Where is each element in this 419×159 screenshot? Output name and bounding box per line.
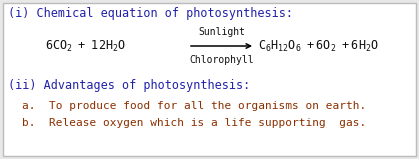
Text: Sunlight: Sunlight <box>198 27 245 37</box>
Text: (ii) Advantages of photosynthesis:: (ii) Advantages of photosynthesis: <box>8 79 250 92</box>
Text: $\mathtt{6CO_2\ +\ 12H_2O}$: $\mathtt{6CO_2\ +\ 12H_2O}$ <box>45 38 126 54</box>
FancyBboxPatch shape <box>3 3 416 156</box>
Text: b.  Release oxygen which is a life supporting  gas.: b. Release oxygen which is a life suppor… <box>22 118 366 128</box>
Text: a.  To produce food for all the organisms on earth.: a. To produce food for all the organisms… <box>22 101 366 111</box>
Text: (i) Chemical equation of photosynthesis:: (i) Chemical equation of photosynthesis: <box>8 7 293 20</box>
Text: $\mathtt{C_6H_{12}O_6\ +6O_2\ +6H_2O}$: $\mathtt{C_6H_{12}O_6\ +6O_2\ +6H_2O}$ <box>258 38 379 54</box>
Text: Chlorophyll: Chlorophyll <box>189 55 254 65</box>
